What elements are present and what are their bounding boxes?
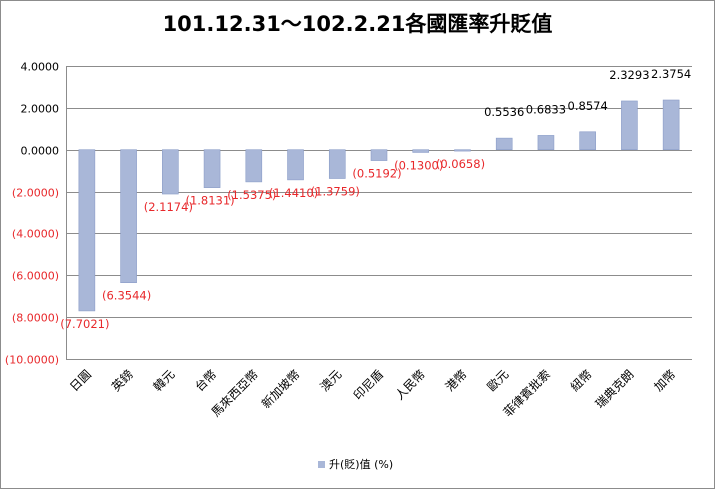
data-label: 0.6833 [526, 102, 566, 116]
category-label: 新加坡幣 [258, 367, 303, 412]
data-label: (1.4410) [269, 186, 318, 200]
bar [454, 149, 471, 152]
bar [412, 149, 430, 153]
category-label: 加幣 [651, 367, 678, 394]
data-label: (0.1300) [394, 158, 443, 172]
legend: 升(貶)值 (%) [318, 456, 393, 472]
bar [328, 149, 346, 179]
data-label: 0.5536 [484, 105, 524, 119]
bar [78, 149, 96, 312]
data-label: (7.7021) [60, 317, 109, 331]
category-label: 瑞典克朗 [593, 367, 637, 411]
y-tick-label: 2.0000 [21, 103, 60, 116]
category-label: 台幣 [192, 367, 220, 395]
category-label: 人民幣 [392, 367, 427, 402]
data-label: (0.0658) [436, 157, 485, 171]
bar [495, 137, 513, 151]
category-label: 港幣 [443, 367, 470, 394]
data-label: (1.5375) [227, 188, 276, 202]
bar [537, 135, 555, 151]
category-label: 韓元 [151, 367, 178, 394]
data-label: 2.3754 [651, 67, 691, 81]
category-label: 歐元 [484, 367, 512, 395]
bar [162, 149, 179, 195]
y-tick-label: (10.0000) [5, 354, 59, 367]
category-label: 紐幣 [568, 367, 595, 394]
bar [120, 149, 137, 284]
y-tick-label: 4.0000 [21, 61, 60, 74]
bar [370, 149, 388, 161]
data-label: 2.3293 [609, 68, 649, 82]
bar [287, 149, 304, 181]
bar [579, 131, 596, 151]
y-tick-label: 0.0000 [21, 145, 60, 158]
y-tick-label: (2.0000) [12, 187, 59, 200]
data-label: 0.8574 [568, 99, 608, 113]
data-label: (2.1174) [144, 200, 193, 214]
category-label: 英鎊 [108, 367, 136, 395]
category-label: 澳元 [318, 367, 345, 394]
y-tick-label: (8.0000) [12, 312, 59, 325]
data-label: (6.3544) [102, 289, 151, 303]
bar [245, 149, 263, 183]
y-tick-label: (6.0000) [12, 270, 59, 283]
chart-title: 101.12.31～102.2.21各國匯率升貶值 [162, 12, 553, 36]
bar [203, 149, 221, 188]
category-label: 日圓 [67, 367, 94, 394]
legend-label: 升(貶)值 (%) [329, 458, 394, 471]
bar [662, 99, 680, 151]
data-label: (1.3759) [311, 185, 360, 199]
category-label: 印尼盾 [351, 367, 386, 402]
data-label: (1.8131) [185, 194, 234, 208]
legend-swatch [318, 460, 325, 468]
y-tick-label: (4.0000) [12, 228, 59, 241]
bar [621, 100, 638, 151]
data-label: (0.5192) [352, 167, 401, 181]
